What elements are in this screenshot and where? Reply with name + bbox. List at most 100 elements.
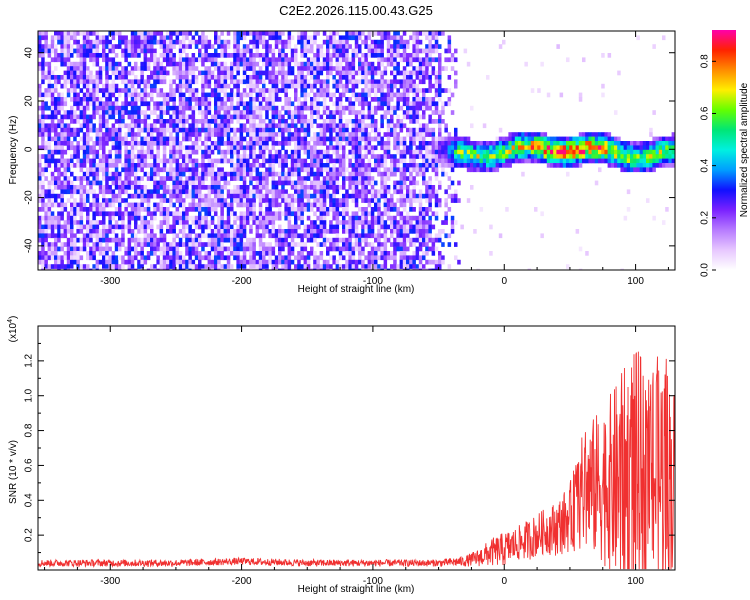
heatmap-cell [367, 189, 372, 195]
heatmap-cell [329, 66, 333, 71]
heatmap-cell [185, 57, 189, 63]
heatmap-cell [76, 119, 80, 124]
heatmap-cell [300, 251, 304, 256]
heatmap-cell [114, 158, 119, 164]
heatmap-cell [409, 189, 413, 195]
heatmap-cell [204, 141, 208, 146]
heatmap-cell [172, 101, 176, 107]
heatmap-cell [393, 163, 397, 168]
heatmap-cell [86, 242, 90, 247]
heatmap-cell [185, 176, 189, 181]
heatmap-cell [111, 57, 116, 63]
heatmap-cell [159, 92, 164, 98]
heatmap-cell [265, 171, 269, 177]
heatmap-cell [242, 44, 247, 49]
heatmap-cell [102, 44, 106, 49]
heatmap-cell [354, 39, 359, 45]
heatmap-cell [217, 171, 221, 177]
heatmap-cell [121, 119, 125, 124]
heatmap-cell [185, 97, 189, 102]
heatmap-cell [361, 193, 365, 199]
heatmap-cell [92, 53, 96, 58]
heatmap-cell [204, 167, 208, 173]
heatmap-cell [380, 101, 384, 107]
heatmap-cell [73, 268, 77, 270]
heatmap-cell [223, 70, 228, 76]
heatmap-cell [271, 224, 276, 230]
heatmap-cell [140, 141, 144, 146]
heatmap-cell [223, 92, 228, 98]
heatmap-cell [246, 132, 250, 137]
heatmap-cell [271, 136, 276, 142]
heatmap-cell [271, 264, 276, 269]
heatmap-cell [239, 123, 244, 129]
heatmap-cell [159, 141, 164, 146]
heatmap-cell [409, 242, 413, 247]
heatmap-cell [210, 44, 215, 49]
heatmap-cell [300, 264, 304, 269]
heatmap-cell [370, 79, 375, 85]
heatmap-cell [332, 163, 336, 168]
heatmap-cell [290, 53, 295, 58]
heatmap-cell [121, 66, 125, 71]
heatmap-cell [246, 119, 250, 124]
heatmap-cell [92, 48, 96, 54]
heatmap-cell [383, 198, 388, 203]
heatmap-cell [271, 163, 276, 168]
heatmap-cell [262, 185, 266, 190]
heatmap-cell [246, 167, 250, 173]
heatmap-cell [342, 167, 346, 173]
heatmap-cell [406, 145, 410, 151]
heatmap-cell [390, 53, 394, 58]
heatmap-cell [345, 202, 349, 208]
heatmap-cell [41, 53, 45, 58]
heatmap-cell [249, 207, 253, 212]
heatmap-cell [92, 251, 96, 256]
heatmap-cell [41, 136, 45, 142]
heatmap-cell [38, 180, 42, 186]
heatmap-cell [79, 114, 84, 120]
heatmap-cell [326, 53, 330, 58]
heatmap-cell [98, 105, 103, 111]
heatmap-cell [338, 211, 343, 217]
heatmap-cell [313, 57, 317, 63]
heatmap-cell [102, 110, 106, 115]
heatmap-cell [98, 123, 103, 129]
heatmap-cell [207, 167, 212, 173]
heatmap-cell [271, 185, 276, 190]
heatmap-cell [364, 127, 368, 133]
heatmap-cell [140, 97, 144, 102]
heatmap-cell [377, 229, 381, 234]
heatmap-cell [169, 136, 173, 142]
heatmap-cell [274, 198, 279, 203]
heatmap-cell [194, 149, 199, 155]
heatmap-cell [354, 141, 359, 146]
heatmap-cell [210, 141, 215, 146]
heatmap-cell [409, 259, 413, 265]
heatmap-cell [118, 123, 122, 129]
heatmap-cell [50, 88, 55, 93]
heatmap-cell [303, 44, 308, 49]
heatmap-cell [399, 141, 404, 146]
heatmap-cell [361, 198, 365, 203]
heatmap-cell [406, 127, 410, 133]
heatmap-cell [319, 48, 324, 54]
heatmap-cell [166, 110, 170, 115]
heatmap-cell [47, 163, 52, 168]
heatmap-cell [306, 105, 311, 111]
heatmap-cell [399, 79, 404, 85]
heatmap-cell [82, 141, 87, 146]
heatmap-cell [255, 110, 260, 115]
heatmap-cell [162, 97, 167, 102]
heatmap-cell [159, 233, 164, 239]
heatmap-cell [262, 229, 266, 234]
heatmap-cell [236, 198, 240, 203]
heatmap-cell [169, 189, 173, 195]
heatmap-cell [111, 163, 116, 168]
heatmap-cell [191, 220, 196, 225]
heatmap-cell [383, 101, 388, 107]
heatmap-cell [220, 202, 224, 208]
heatmap-cell [220, 83, 224, 89]
heatmap-cell [236, 83, 240, 89]
heatmap-cell [364, 92, 368, 98]
